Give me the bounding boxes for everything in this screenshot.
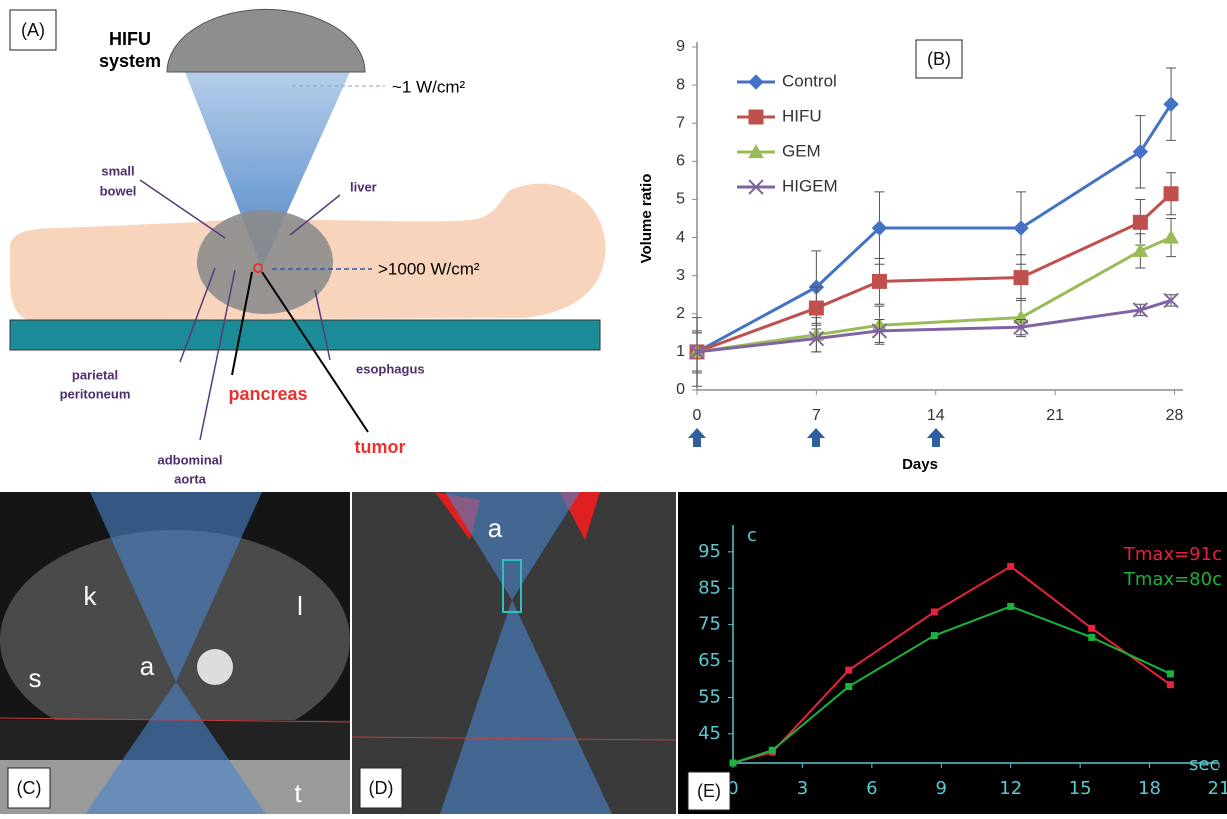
marker xyxy=(809,301,823,315)
x-tick-label: 6 xyxy=(866,778,877,799)
x-tick-label: 12 xyxy=(999,778,1022,799)
marker xyxy=(1089,634,1095,640)
x-tick-label: 18 xyxy=(1138,778,1161,799)
x-axis-label: Days xyxy=(902,456,938,473)
image-label: t xyxy=(294,778,302,808)
marker xyxy=(769,747,775,753)
y-tick-label: 5 xyxy=(676,191,685,208)
marker xyxy=(846,667,852,673)
transducer xyxy=(167,9,365,72)
x-tick-label: 15 xyxy=(1069,778,1092,799)
y-tick-label: 2 xyxy=(676,305,685,322)
marker xyxy=(1167,682,1173,688)
x-axis-label: sec xyxy=(1189,754,1219,775)
table xyxy=(10,320,600,350)
panel-label: (A) xyxy=(21,20,45,40)
y-tick-label: 65 xyxy=(698,650,721,671)
panel-label: (B) xyxy=(927,49,951,69)
marker xyxy=(1014,271,1028,285)
marker xyxy=(931,609,937,615)
x-tick-label: 7 xyxy=(812,407,821,424)
legend-label: GEM xyxy=(782,141,821,160)
panel-a: (A) HIFU system ~1 W/cm² >1000 W/cm² sma… xyxy=(10,9,605,486)
marker xyxy=(1133,215,1147,229)
x-tick-label: 14 xyxy=(927,407,945,424)
marker xyxy=(1164,231,1178,244)
y-axis-label: Volume ratio xyxy=(638,174,655,264)
figure: (A) HIFU system ~1 W/cm² >1000 W/cm² sma… xyxy=(0,0,1227,814)
treatment-arrows xyxy=(688,428,945,447)
y-tick-label: 55 xyxy=(698,686,721,707)
organ-label: peritoneum xyxy=(60,386,131,401)
organ-label: tumor xyxy=(355,437,406,457)
legend-label: HIGEM xyxy=(782,176,838,195)
organ-label: small xyxy=(101,163,134,178)
system-label: HIFU xyxy=(109,29,151,49)
legend-label: Tmax=80c xyxy=(1123,569,1222,590)
organ-label: esophagus xyxy=(356,361,425,376)
marker xyxy=(1089,625,1095,631)
x-tick-label: 21 xyxy=(1046,407,1064,424)
x-tick-label: 3 xyxy=(797,778,808,799)
marker xyxy=(1008,603,1014,609)
y-tick-label: 9 xyxy=(676,38,685,55)
y-axis-label: c xyxy=(747,525,757,546)
y-tick-label: 85 xyxy=(698,577,721,598)
marker xyxy=(1008,563,1014,569)
image-label: a xyxy=(140,651,155,681)
intensity-label: >1000 W/cm² xyxy=(378,259,480,278)
image-label: s xyxy=(29,663,42,693)
image-label: a xyxy=(488,513,503,543)
legend-label: Tmax=91c xyxy=(1123,544,1222,565)
marker xyxy=(1167,671,1173,677)
organ-image xyxy=(197,210,333,314)
series-line xyxy=(697,238,1171,352)
x-tick-label: 28 xyxy=(1166,407,1184,424)
legend-label: HIFU xyxy=(782,106,822,125)
organ-label: pancreas xyxy=(228,384,307,404)
panel-label: (C) xyxy=(17,778,42,798)
x-tick-label: 9 xyxy=(936,778,947,799)
panel-c: k a s l t (C) xyxy=(0,492,350,814)
panel-label: (D) xyxy=(369,778,394,798)
organ-label: liver xyxy=(350,179,377,194)
organ-label: parietal xyxy=(72,367,118,382)
intensity-label: ~1 W/cm² xyxy=(392,77,466,96)
y-tick-label: 8 xyxy=(676,76,685,93)
marker xyxy=(846,684,852,690)
organ-label: adbominal xyxy=(157,452,222,467)
marker xyxy=(1164,187,1178,201)
panel-e-background xyxy=(678,492,1227,814)
panel-d: a (D) xyxy=(352,492,676,814)
image-label: k xyxy=(84,581,98,611)
x-tick-label: 21 xyxy=(1208,778,1227,799)
marker xyxy=(931,633,937,639)
marker xyxy=(730,760,736,766)
y-tick-label: 4 xyxy=(676,229,685,246)
page: {"panels": { "a": {"label": "(A)", "syst… xyxy=(0,0,1227,814)
legend-label: Control xyxy=(782,71,837,90)
y-tick-label: 3 xyxy=(676,267,685,284)
panel-label: (E) xyxy=(697,781,721,801)
x-tick-label: 0 xyxy=(693,407,702,424)
image-label: l xyxy=(297,591,303,621)
y-tick-label: 45 xyxy=(698,723,721,744)
marker xyxy=(872,274,886,288)
y-tick-label: 95 xyxy=(698,541,721,562)
y-tick-label: 0 xyxy=(676,381,685,398)
y-tick-label: 1 xyxy=(676,343,685,360)
organ-label: aorta xyxy=(174,471,207,486)
y-tick-label: 6 xyxy=(676,153,685,170)
organ-label: bowel xyxy=(100,183,137,198)
system-label: system xyxy=(99,51,161,71)
y-tick-label: 75 xyxy=(698,614,721,635)
legend-marker xyxy=(749,110,763,124)
legend-marker xyxy=(749,75,763,89)
y-tick-label: 7 xyxy=(676,114,685,131)
